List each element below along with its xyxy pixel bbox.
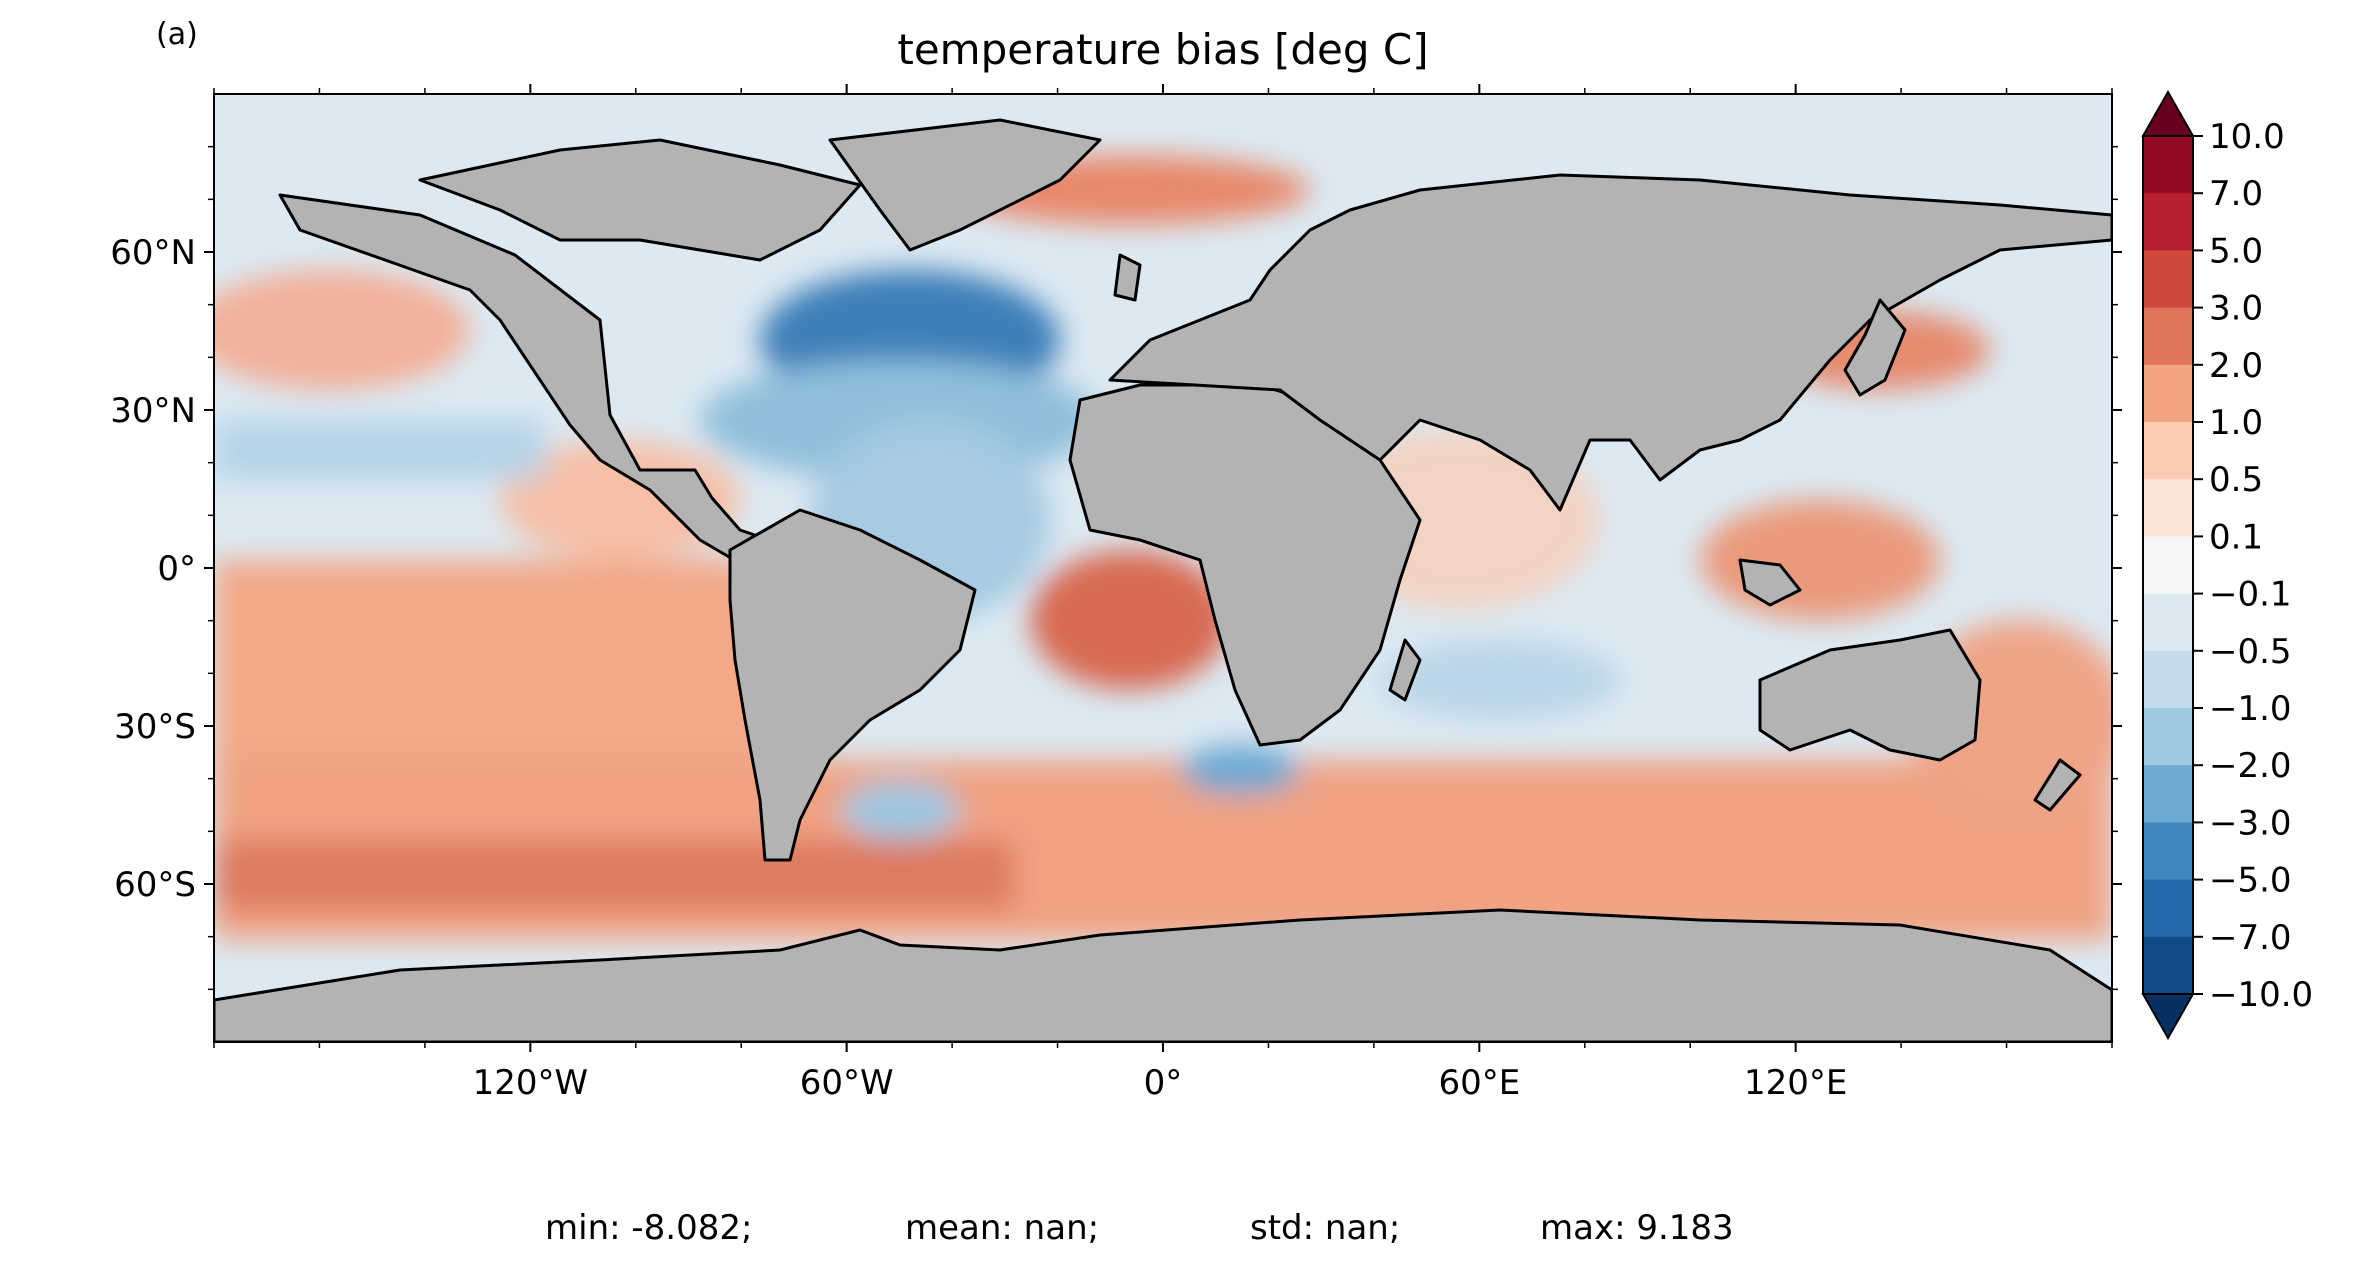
latitude-axis: 60°N 30°N 0° 30°S 60°S: [110, 145, 2122, 991]
map-title: temperature bias [deg C]: [897, 25, 1428, 74]
colorbar-tick-label: −5.0: [2209, 861, 2292, 901]
stat-mean: mean: nan;: [905, 1208, 1099, 1248]
lat-tick-label: 60°S: [114, 865, 196, 905]
land-eurasia: [1108, 173, 2112, 512]
colorbar-tick-label: −2.0: [2209, 746, 2292, 786]
map-panel: [214, 94, 2112, 1042]
colorbar-segment: [2143, 250, 2193, 309]
colorbar-tick-label: −1.0: [2209, 689, 2292, 729]
lat-tick-label: 30°S: [114, 707, 196, 747]
stat-min: min: -8.082;: [545, 1208, 752, 1248]
colorbar-tick-label: 1.0: [2209, 403, 2263, 443]
land-south-america: [728, 508, 977, 862]
colorbar-segment: [2143, 193, 2193, 251]
land-new-zealand: [2033, 758, 2082, 812]
land-antarctica: [214, 908, 2112, 1042]
colorbar-segment: [2143, 307, 2193, 366]
stat-max: max: 9.183: [1540, 1208, 1734, 1248]
land-indonesia: [1738, 558, 1802, 607]
colorbar-segment: [2143, 422, 2193, 480]
colorbar-segment: [2143, 650, 2193, 709]
longitude-axis: 120°W 60°W 0° 60°E 120°E: [213, 84, 2113, 1103]
colorbar: [2141, 89, 2195, 1041]
land-australia: [1758, 628, 1982, 762]
lon-tick-label: 120°W: [473, 1063, 589, 1103]
colorbar-segment: [2143, 879, 2193, 938]
colorbar-tick-label: 0.5: [2209, 460, 2263, 500]
land-canada-north: [418, 138, 862, 262]
colorbar-segment: [2143, 708, 2193, 766]
colorbar-tick-label: −10.0: [2209, 975, 2313, 1015]
colorbar-tick-label: −0.1: [2209, 575, 2292, 615]
land-japan: [1843, 298, 1907, 397]
colorbar-tick-label: −0.5: [2209, 632, 2292, 672]
land-uk: [1113, 253, 1142, 302]
colorbar-tick-label: 10.0: [2209, 117, 2285, 157]
colorbar-segment: [2143, 593, 2193, 652]
colorbar-tick-label: 5.0: [2209, 231, 2263, 271]
lat-tick-label: 30°N: [110, 391, 196, 431]
lon-tick-label: 0°: [1144, 1063, 1183, 1103]
colorbar-segment: [2143, 536, 2193, 595]
colorbar-segment: [2143, 364, 2193, 423]
lat-tick-label: 0°: [157, 549, 196, 589]
colorbar-segment: [2143, 936, 2193, 995]
land-madagascar: [1388, 638, 1422, 702]
colorbar-tick-label: 7.0: [2209, 174, 2263, 214]
colorbar-tick-label: −7.0: [2209, 918, 2292, 958]
colorbar-segment: [2143, 765, 2193, 823]
colorbar-tick-label: 3.0: [2209, 289, 2263, 329]
colorbar-tick-label: 0.1: [2209, 517, 2263, 557]
lon-tick-label: 120°E: [1744, 1063, 1847, 1103]
colorbar-segment: [2143, 136, 2193, 194]
lon-tick-label: 60°W: [800, 1063, 894, 1103]
lat-tick-label: 60°N: [110, 233, 196, 273]
colorbar-frame: [2142, 135, 2194, 995]
lon-tick-label: 60°E: [1438, 1063, 1520, 1103]
panel-label: (a): [156, 17, 198, 52]
colorbar-segment: [2143, 479, 2193, 537]
land-greenland: [828, 118, 1102, 252]
colorbar-segment: [2143, 822, 2193, 881]
land: [214, 118, 2112, 1042]
colorbar-under-arrow: [2141, 993, 2195, 1041]
colorbar-tick-label: −3.0: [2209, 803, 2292, 843]
colorbar-labels: 10.0 7.0 5.0 3.0 2.0 1.0 0.5 0.1 −0.1 −0.5 −1.0 −2.…: [2193, 117, 2313, 1015]
colorbar-over-arrow: [2141, 89, 2195, 137]
colorbar-tick-label: 2.0: [2209, 346, 2263, 386]
stat-std: std: nan;: [1250, 1208, 1400, 1248]
